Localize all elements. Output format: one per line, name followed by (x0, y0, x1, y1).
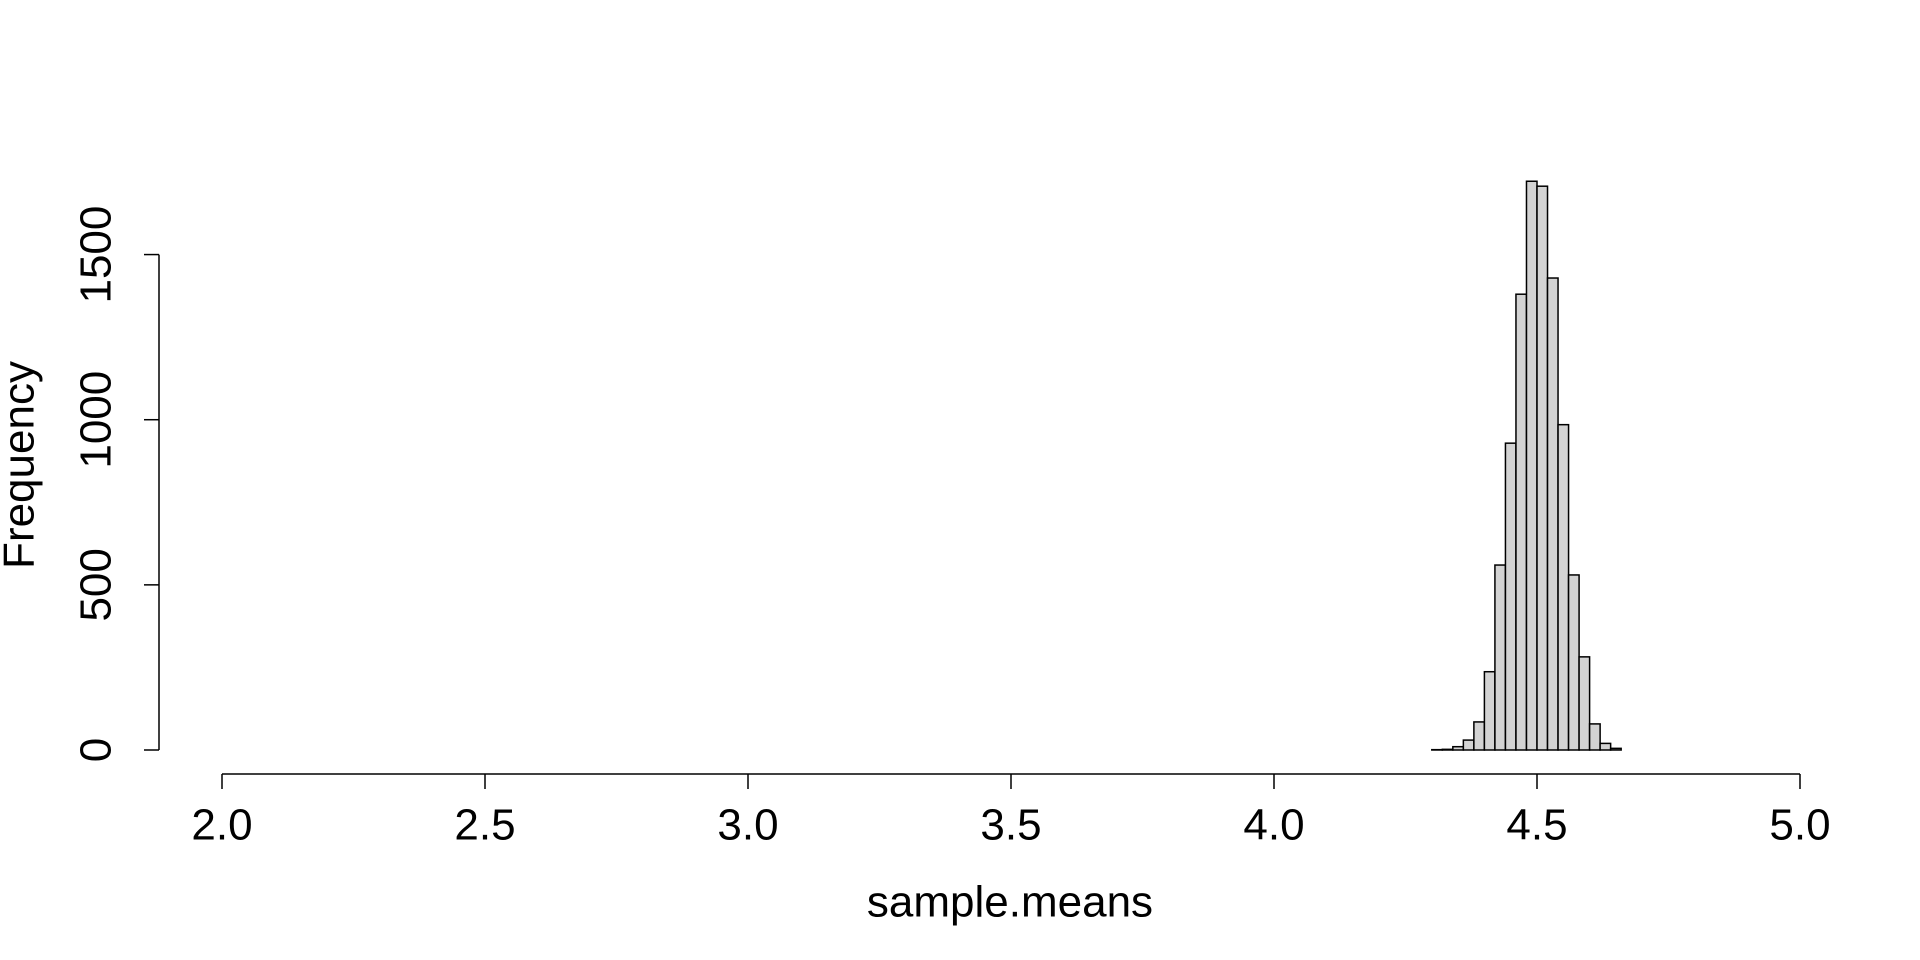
bar (1525, 180, 1538, 751)
bar (1483, 670, 1496, 751)
y-tick-label: 0 (72, 738, 121, 762)
bar (1473, 721, 1486, 751)
x-tick-label: 4.0 (1243, 801, 1304, 850)
x-tick-label: 2.5 (454, 801, 515, 850)
bar (1462, 739, 1475, 751)
bar (1599, 742, 1612, 751)
bar (1578, 656, 1591, 751)
x-tick-label: 4.5 (1506, 801, 1567, 850)
y-tick-label: 1000 (72, 371, 121, 469)
bar (1588, 723, 1601, 751)
y-axis-label: Frequency (0, 361, 44, 569)
y-tick-label: 1500 (72, 206, 121, 304)
bar (1515, 293, 1528, 751)
bar (1452, 745, 1465, 751)
bar (1504, 442, 1517, 751)
x-tick-label: 2.0 (191, 801, 252, 850)
bar (1494, 564, 1507, 751)
bar (1557, 423, 1570, 751)
bar (1536, 185, 1549, 751)
x-tick-label: 5.0 (1769, 801, 1830, 850)
y-tick-label: 500 (72, 548, 121, 621)
x-axis-label: sample.means (867, 878, 1153, 927)
bar (1546, 277, 1559, 751)
bar (1441, 748, 1454, 751)
bar (1609, 747, 1622, 751)
x-tick-label: 3.0 (717, 801, 778, 850)
bar (1567, 574, 1580, 751)
x-tick-label: 3.5 (980, 801, 1041, 850)
